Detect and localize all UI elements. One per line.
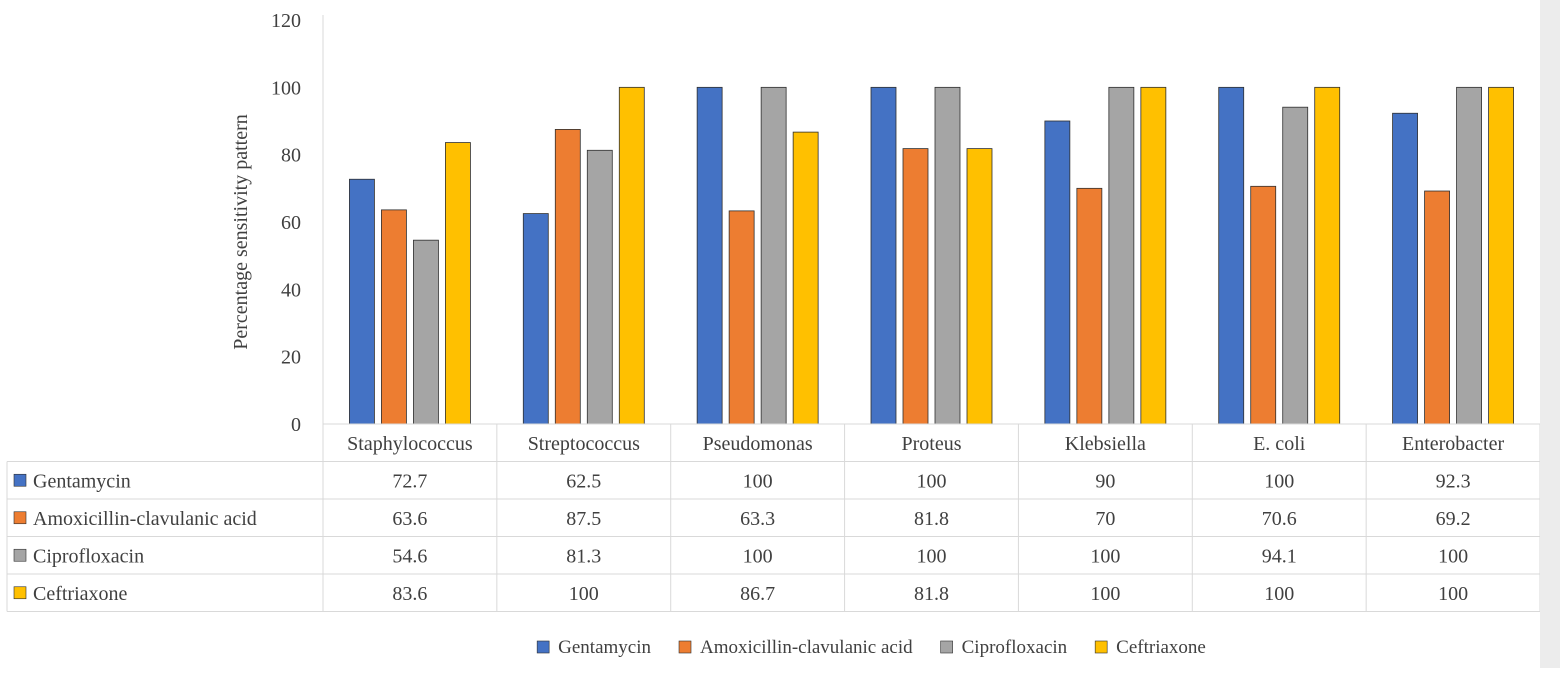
data-label: 87.5: [566, 508, 601, 530]
bar-gentamycin: [696, 86, 723, 425]
bar-ceftriaxone: [1140, 86, 1167, 425]
data-label: 100: [1090, 545, 1120, 567]
bar-ceftriaxone: [792, 131, 819, 425]
table-legend-key: [13, 511, 27, 525]
data-label: 62.5: [566, 470, 601, 492]
data-label: 100: [1264, 583, 1294, 605]
legend-label: Amoxicillin-clavulanic acid: [700, 637, 913, 658]
bar-ceftriaxone: [618, 86, 645, 425]
page-scroll-strip: [1540, 0, 1560, 668]
category-label: Proteus: [902, 433, 962, 455]
legend-label: Gentamycin: [558, 637, 651, 658]
data-label: 92.3: [1436, 470, 1471, 492]
data-label: 83.6: [392, 583, 427, 605]
bar-gentamycin: [1218, 86, 1245, 425]
data-label: 100: [1438, 583, 1468, 605]
data-label: 63.6: [392, 508, 427, 530]
bar-amoxicillin-clavulanic-acid: [902, 148, 929, 425]
data-label: 100: [1438, 545, 1468, 567]
data-label: 100: [743, 470, 773, 492]
bar-ciprofloxacin: [1456, 86, 1482, 425]
bar-ciprofloxacin: [760, 86, 787, 425]
legend-label: Ciprofloxacin: [962, 637, 1068, 658]
legend-swatch: [1094, 640, 1108, 654]
bar-gentamycin: [1392, 112, 1418, 425]
bar-gentamycin: [349, 178, 375, 425]
bar-ciprofloxacin: [1282, 106, 1309, 425]
data-label: 70: [1095, 508, 1115, 530]
data-label: 100: [917, 470, 947, 492]
legend-swatch: [940, 640, 953, 654]
data-label: 100: [1090, 583, 1120, 605]
bar-gentamycin: [1044, 120, 1071, 425]
category-label: Streptococcus: [528, 433, 640, 455]
table-legend-key: [13, 586, 27, 600]
bar-ciprofloxacin: [1108, 86, 1135, 425]
bar-amoxicillin-clavulanic-acid: [1250, 185, 1277, 425]
bar-ceftriaxone: [445, 142, 471, 425]
data-label: 90: [1095, 470, 1115, 492]
data-label: 63.3: [740, 508, 775, 530]
data-label: 81.8: [914, 508, 949, 530]
bar-gentamycin: [522, 213, 549, 425]
y-axis-title: Percentage sensitivity pattern: [230, 114, 252, 349]
table-legend-key: [13, 548, 27, 562]
data-label: 100: [569, 583, 599, 605]
data-label: 100: [917, 545, 947, 567]
bar-ciprofloxacin: [586, 149, 613, 425]
y-tick-label: 0: [291, 414, 301, 436]
data-label: 70.6: [1262, 508, 1297, 530]
bar-ceftriaxone: [1488, 86, 1514, 425]
bar-ciprofloxacin: [413, 239, 439, 425]
y-tick-label: 120: [271, 10, 301, 32]
y-tick-label: 80: [281, 145, 301, 167]
table-series-label: Ciprofloxacin: [33, 545, 144, 567]
category-label: Klebsiella: [1065, 433, 1146, 455]
category-label: E. coli: [1253, 433, 1306, 455]
table-series-label: Amoxicillin-clavulanic acid: [33, 508, 257, 530]
bar-amoxicillin-clavulanic-acid: [381, 209, 407, 425]
bar-amoxicillin-clavulanic-acid: [728, 210, 755, 425]
table-legend-key: [13, 473, 27, 487]
table-series-label: Ceftriaxone: [33, 583, 128, 605]
category-label: Pseudomonas: [703, 433, 813, 455]
legend-swatch: [536, 640, 550, 654]
data-label: 94.1: [1262, 545, 1297, 567]
category-label: Enterobacter: [1402, 433, 1504, 455]
table-series-label: Gentamycin: [33, 470, 131, 492]
y-tick-label: 20: [281, 347, 301, 369]
bar-amoxicillin-clavulanic-acid: [1424, 190, 1450, 425]
data-label: 100: [1264, 470, 1294, 492]
bar-amoxicillin-clavulanic-acid: [554, 129, 581, 425]
y-tick-label: 40: [281, 279, 301, 301]
bar-ciprofloxacin: [934, 86, 961, 425]
category-label: Staphylococcus: [347, 433, 473, 455]
legend-label: Ceftriaxone: [1116, 637, 1206, 658]
bar-ceftriaxone: [966, 148, 993, 425]
bar-gentamycin: [870, 86, 897, 425]
data-label: 72.7: [392, 470, 427, 492]
y-tick-label: 100: [271, 77, 301, 99]
bar-amoxicillin-clavulanic-acid: [1076, 187, 1103, 425]
data-label: 100: [743, 545, 773, 567]
data-label: 54.6: [392, 545, 427, 567]
data-label: 81.3: [566, 545, 601, 567]
data-label: 81.8: [914, 583, 949, 605]
data-label: 86.7: [740, 583, 775, 605]
data-label: 69.2: [1436, 508, 1471, 530]
bar-ceftriaxone: [1314, 86, 1341, 425]
legend-swatch: [678, 640, 692, 654]
y-tick-label: 60: [281, 212, 301, 234]
